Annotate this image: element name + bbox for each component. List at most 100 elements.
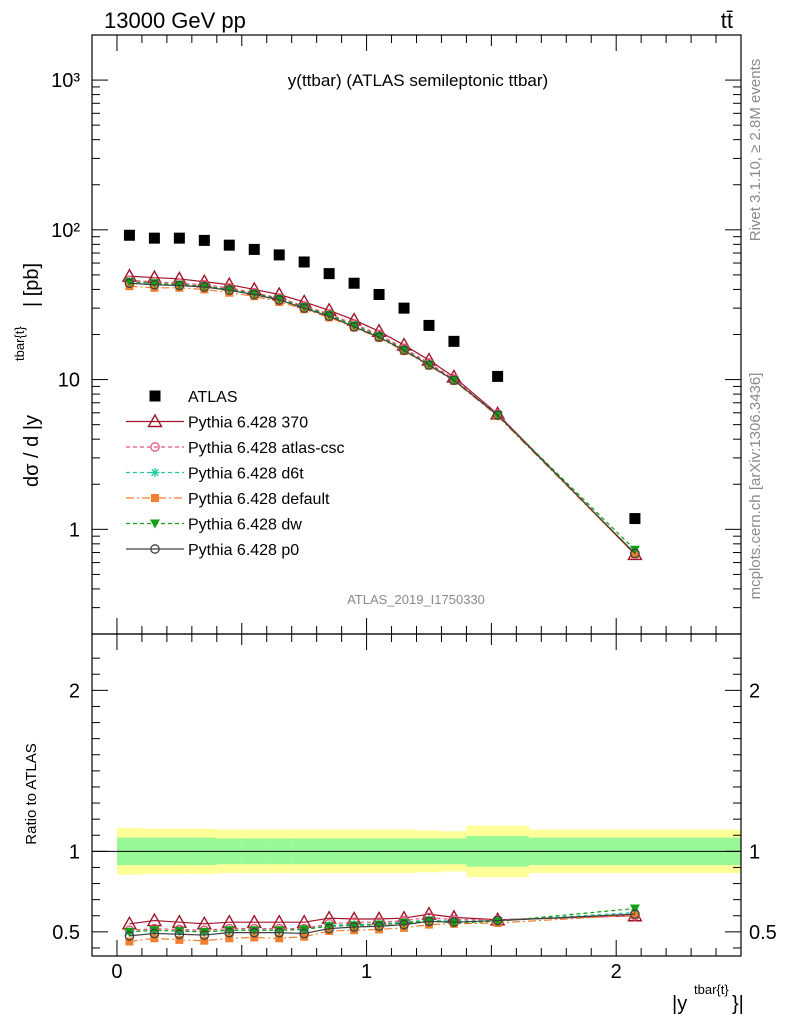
legend-label: Pythia 6.428 d6t — [188, 466, 304, 483]
legend: ATLAS Pythia 6.428 370 Pythia 6.428 atlas-… — [126, 389, 345, 559]
data-point — [124, 278, 135, 289]
legend-entry: Pythia 6.428 d6t — [126, 466, 304, 483]
ratio-point — [349, 922, 359, 932]
legend-entry: ATLAS — [149, 389, 238, 406]
data-point — [629, 545, 640, 555]
data-point — [148, 232, 160, 244]
ratio-line — [129, 913, 635, 937]
ratio-point — [274, 927, 285, 938]
y-tick-label: 10² — [51, 220, 80, 242]
ratio-series-pythia-6-428-p0 — [124, 909, 640, 941]
ratio-point — [630, 909, 640, 919]
ratio-line — [129, 913, 635, 925]
x-axis-title: |y tbar{t} }| — [672, 982, 744, 1015]
ratio-point — [224, 926, 235, 936]
data-point — [423, 319, 435, 331]
data-point — [629, 513, 641, 525]
ratio-point — [299, 928, 310, 939]
legend-label: ATLAS — [188, 389, 238, 406]
legend-label: Pythia 6.428 atlas-csc — [188, 440, 345, 457]
data-point — [198, 234, 210, 246]
ratio-point — [629, 904, 640, 914]
data-point — [630, 548, 640, 559]
ratio-point — [124, 931, 135, 941]
ratio-frame — [91, 633, 742, 957]
ratio-point — [199, 930, 210, 940]
data-point — [324, 311, 334, 322]
legend-entry: Pythia 6.428 370 — [126, 413, 308, 432]
y-tick-label: 10³ — [51, 70, 80, 92]
ratio-y-tick-label-right: 2 — [749, 680, 760, 702]
legend-marker — [151, 494, 159, 502]
data-point — [174, 280, 185, 291]
ratio-y-tick-label-right: 1 — [749, 841, 760, 863]
ratio-panel: 0.5 0.5 1 1 2 2 0 1 2 — [52, 633, 777, 983]
analysis-id: ATLAS_2019_I1750330 — [347, 592, 485, 607]
series-line — [129, 282, 636, 554]
ratio-point — [492, 915, 503, 926]
ratio-point — [175, 935, 184, 944]
ratio-point — [424, 916, 434, 927]
data-point — [249, 289, 260, 300]
ratio-point — [374, 921, 384, 932]
ratio-point — [399, 919, 409, 930]
mcplots-label: mcplots.cern.ch [arXiv:1306.3436] — [747, 373, 764, 600]
data-point — [298, 256, 310, 268]
data-point — [492, 370, 504, 382]
ratio-point — [324, 922, 335, 932]
main-panel: 1 10 10² 10³ — [51, 34, 742, 635]
ratio-point — [324, 923, 334, 934]
legend-entry: Pythia 6.428 p0 — [126, 542, 299, 559]
legend-marker — [150, 442, 160, 452]
ratio-point — [224, 927, 235, 938]
legend-marker — [149, 390, 161, 402]
data-point — [448, 335, 460, 347]
x-tick-label: 2 — [611, 961, 622, 983]
data-point — [348, 277, 360, 289]
legend-entry: Pythia 6.428 dw — [126, 517, 302, 534]
ratio-y-tick-label-right: 0.5 — [749, 922, 777, 944]
data-point — [398, 302, 410, 314]
ratio-point — [149, 926, 160, 936]
series-pythia-6-428-p0 — [124, 278, 640, 559]
ratio-point — [448, 918, 459, 928]
legend-marker — [150, 544, 160, 554]
ratio-point — [200, 936, 209, 945]
data-point — [373, 288, 385, 300]
data-point — [449, 375, 459, 386]
ratio-point — [299, 925, 310, 935]
y-axis-title-tail: | [pb] — [21, 263, 43, 307]
ratio-point — [275, 934, 284, 943]
ratio-point — [225, 934, 234, 943]
y-tick-label: 10 — [58, 370, 80, 392]
ratio-point — [174, 927, 185, 937]
ratio-point — [221, 914, 237, 928]
ratio-point — [125, 937, 134, 946]
legend-marker — [147, 413, 163, 428]
ratio-point — [149, 928, 160, 939]
data-point — [399, 345, 409, 356]
data-point — [173, 232, 185, 244]
ratio-point — [300, 932, 309, 941]
data-point — [149, 279, 160, 290]
ratio-y-axis-title: Ratio to ATLAS — [23, 743, 40, 844]
data-point — [123, 229, 135, 241]
data-point — [223, 239, 235, 251]
data-point — [199, 282, 210, 292]
series-atlas — [123, 229, 641, 525]
plot-title: y(ttbar) (ATLAS semileptonic ttbar) — [288, 71, 548, 90]
data-point — [273, 249, 285, 261]
x-axis-title-tail: }| — [732, 993, 744, 1015]
ratio-line — [129, 914, 635, 943]
ratio-point — [274, 926, 285, 936]
y-axis-title-sup: tbar{t} — [12, 326, 27, 361]
legend-label: Pythia 6.428 370 — [188, 415, 308, 432]
data-point — [274, 295, 285, 305]
data-point — [299, 303, 310, 313]
ratio-point — [492, 917, 503, 927]
data-point — [492, 410, 503, 420]
ratio-y-tick-label: 2 — [69, 680, 80, 702]
series-line — [129, 275, 636, 555]
legend-label: Pythia 6.428 default — [188, 491, 330, 508]
data-point — [374, 332, 384, 343]
